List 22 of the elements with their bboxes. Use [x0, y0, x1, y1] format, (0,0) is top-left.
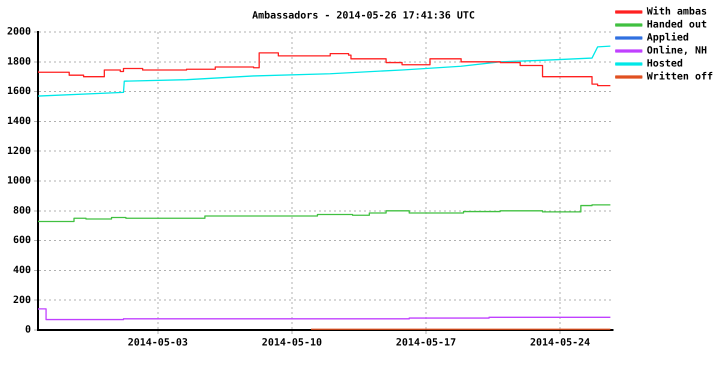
- y-tick-label: 0: [25, 324, 32, 336]
- legend-label: Hosted: [646, 58, 683, 70]
- y-tick-label: 1400: [6, 116, 32, 127]
- y-tick-label: 800: [13, 205, 32, 216]
- y-tick-label: 1200: [6, 146, 32, 157]
- x-tick-label: 2014-05-03: [128, 338, 188, 349]
- x-tick-label: 2014-05-17: [396, 338, 456, 349]
- chart-title: Ambassadors - 2014-05-26 17:41:36 UTC: [252, 10, 475, 22]
- y-tick-label: 2000: [6, 26, 32, 38]
- y-tick-label: 400: [13, 264, 32, 276]
- legend-label: Applied: [646, 32, 689, 44]
- y-tick-label: 1600: [6, 86, 32, 98]
- legend-label: Handed out: [646, 20, 707, 31]
- legend-label: Written off: [646, 70, 714, 83]
- x-tick-label: 2014-05-10: [262, 338, 322, 349]
- y-tick-label: 1800: [6, 56, 32, 68]
- x-tick-label: 2014-05-24: [530, 338, 590, 349]
- legend-label: Online, NH: [646, 44, 707, 57]
- y-tick-label: 1000: [6, 176, 32, 187]
- y-tick-label: 200: [13, 294, 32, 306]
- y-tick-label: 600: [13, 235, 32, 246]
- legend-label: With ambas: [646, 6, 707, 18]
